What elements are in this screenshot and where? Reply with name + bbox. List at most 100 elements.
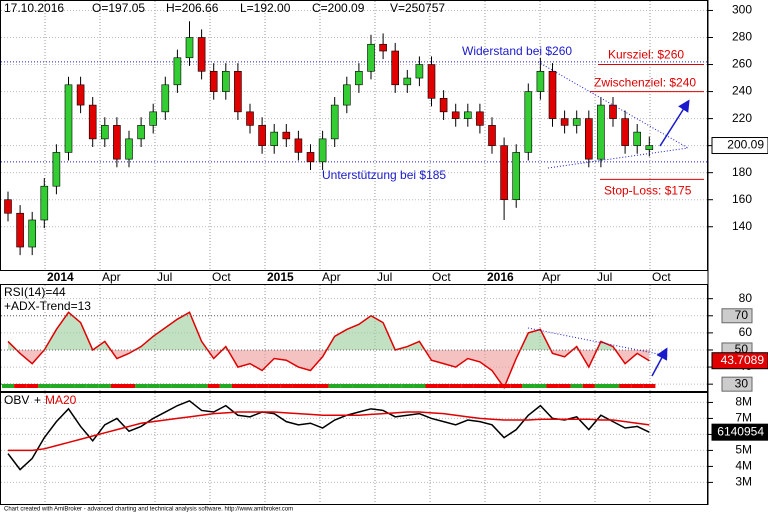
candle-body [488,125,496,146]
trend-strip [631,384,644,388]
y-tick-label: 80 [739,291,753,305]
high: H=206.66 [166,1,219,15]
x-tick-label: 2016 [487,270,514,284]
candle-body [379,43,387,52]
y-tick-label: 8M [735,395,752,409]
trend-strip [365,384,378,388]
x-tick-label: Apr [322,270,341,284]
candle-body [500,145,508,201]
candle-body [161,84,170,113]
legend-separator: + [34,393,41,407]
level-label: 70 [735,308,749,322]
trend-strip [619,384,632,388]
trend-strip [171,384,184,388]
candle-body [536,70,545,92]
level-box [721,376,753,392]
y-tick-label: 260 [732,57,752,71]
candle-body [645,145,654,150]
x-tick-label: Apr [102,270,121,284]
candle-body [113,125,121,160]
trend-strip [38,384,51,388]
candle-body [16,212,24,248]
trend-strip [328,384,341,388]
trend-strip [195,384,208,388]
y-tick-label: 300 [732,3,752,17]
candle-body [548,70,557,119]
trend-strip [340,384,353,388]
x-tick-label: Jul [597,270,612,284]
candle-body [149,111,157,126]
candle-body [609,104,617,119]
rsi-title: RSI(14)=44 [4,285,66,299]
trend-strip [352,384,365,388]
date: 17.10.2016 [4,1,64,15]
level-label: Widerstand bei $260 [462,44,572,58]
candle-body [318,138,327,163]
level-label: 30 [735,376,749,390]
y-tick-label: 4M [735,459,752,473]
trend-strip [26,384,39,388]
trend-strip [413,384,426,388]
trend-strip [74,384,87,388]
trend-strip [389,384,402,388]
candle-body [270,131,279,146]
candle-body [294,138,303,153]
last-value-box [711,137,768,155]
trend-strip [86,384,99,388]
trend-strip [231,384,244,388]
candle-body [391,50,400,86]
trend-strip [219,384,232,388]
candle-body [125,138,133,160]
y-tick-label: 140 [732,219,752,233]
y-tick-label: 5M [735,443,752,457]
candle-body [64,84,73,153]
series-line [8,411,650,452]
trend-strip [147,384,160,388]
y-tick-label: 160 [732,192,752,206]
trend-strip [510,384,523,388]
trend-line [547,147,689,169]
level-box [721,308,753,324]
candle-body [173,57,182,86]
trend-strip [316,384,329,388]
trend-strip [135,384,148,388]
candle-body [330,104,339,140]
area-below [8,349,650,388]
candle-body [367,43,375,72]
candle-body [560,118,569,126]
candle-body [222,70,230,92]
last-value-label: 6140954 [717,424,764,438]
last-value-box [711,423,768,441]
x-tick-label: Apr [542,270,561,284]
trend-strip [62,384,75,388]
open: O=197.05 [92,1,145,15]
series-line [7,311,650,390]
footer: Chart created with AmiBroker - advanced … [4,507,293,513]
low: L=192.00 [240,1,291,15]
candle-body [137,125,145,140]
y-tick-label: 3M [735,475,752,489]
candle-body [209,70,218,92]
close: C=200.09 [312,1,365,15]
candle-body [463,111,472,119]
candle-body [597,104,605,160]
candle-body [197,37,206,72]
last-value-label: 200.09 [727,138,764,152]
candle-body [439,98,448,113]
trend-line [537,61,689,149]
trend-strip [449,384,462,388]
trend-strip [643,384,656,388]
candle-body [282,131,291,140]
x-tick-label: Jul [377,270,392,284]
candle-body [512,152,521,201]
x-tick-label: 2014 [47,270,74,284]
last-value-label: 43.7089 [721,353,765,367]
candle-body [355,70,363,86]
trend-strip [50,384,63,388]
trend-strip [268,384,281,388]
candle-body [451,111,460,119]
trend-strip [522,384,535,388]
trend-strip [377,384,390,388]
y-tick-label: 7M [735,411,752,425]
